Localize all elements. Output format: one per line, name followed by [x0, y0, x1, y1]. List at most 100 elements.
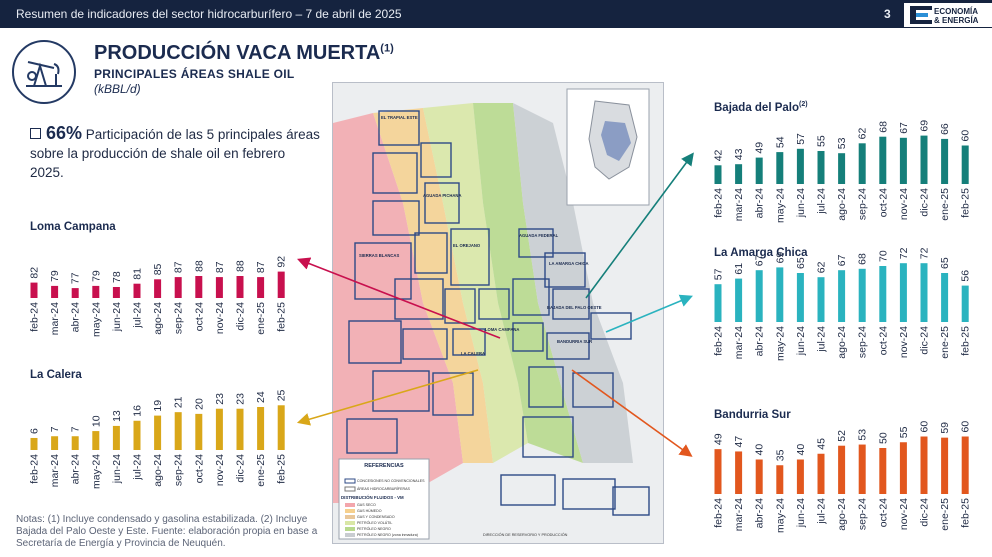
map-fluid-item: PETRÓLEO NEGRO: [357, 527, 391, 531]
bar-dic-24: [236, 408, 244, 450]
bar-mar-24: [735, 164, 743, 184]
share-percent: 66%: [46, 123, 83, 143]
bar-abr-24: [755, 270, 763, 322]
tick-label: abr-24: [70, 454, 82, 485]
data-label: 53: [857, 429, 869, 441]
bar-abr-24: [71, 436, 79, 450]
data-label: 35: [774, 449, 786, 461]
tick-label: ago-24: [836, 326, 848, 359]
tick-label: feb-25: [960, 188, 972, 218]
bar-ene-25: [941, 138, 949, 184]
bar-oct-24: [879, 136, 887, 184]
tick-label: ago-24: [836, 188, 848, 221]
unit-label: (kBBL/d): [94, 82, 141, 96]
bar-jul-24: [133, 283, 141, 298]
tick-label: ene-25: [939, 188, 951, 221]
tick-label: feb-24: [29, 302, 41, 332]
bar-feb-25: [961, 145, 969, 184]
bar-feb-24: [30, 282, 38, 298]
vaca-muerta-map: REFERENCIAS CONCESIONES NO CONVENCIONALE…: [332, 82, 664, 544]
data-label: 66: [939, 123, 951, 135]
bar-oct-24: [879, 448, 887, 494]
arrow-loma-campana: [297, 257, 501, 339]
page-number: 3: [884, 7, 891, 21]
bar-mar-24: [735, 278, 743, 322]
tick-label: mar-24: [733, 188, 745, 221]
tick-label: jun-24: [795, 326, 807, 356]
bar-sep-24: [174, 412, 182, 450]
arrow-la-amarga-chica: [605, 294, 693, 333]
data-label: 6: [29, 428, 41, 434]
chart-title-la-amarga-chica: La Amarga Chica: [714, 247, 808, 259]
chart-la-amarga-chica: 57 feb-24 61 mar-24 67 abr-24 69 may-24 65 jun-24…: [713, 247, 972, 361]
map-label: EL OREJANO: [453, 243, 481, 248]
chart-bandurria-sur: 49 feb-24 47 mar-24 40 abr-24 35 may-24 40 jun-24…: [713, 421, 972, 533]
data-label: 40: [795, 444, 807, 456]
page-subtitle: PRINCIPALES ÁREAS SHALE OIL: [94, 67, 295, 81]
data-label: 23: [214, 393, 226, 405]
bar-feb-24: [714, 165, 722, 184]
bar-jun-24: [796, 148, 804, 184]
logo-line2: & ENERGÍA: [934, 16, 979, 25]
tick-label: jul-24: [816, 498, 828, 525]
bar-sep-24: [858, 143, 866, 184]
tick-label: nov-24: [898, 188, 910, 220]
tick-label: abr-24: [70, 302, 82, 333]
checkbox-bullet-icon: [30, 128, 41, 139]
data-label: 88: [193, 260, 205, 272]
data-label: 57: [713, 268, 725, 280]
bar-ago-24: [154, 415, 162, 450]
chart-title-bajada-del-palo: Bajada del Palo(2): [714, 101, 808, 114]
bar-oct-24: [195, 276, 203, 298]
map-label: EL TRAPIAL ESTE: [381, 115, 418, 120]
tick-label: may-24: [90, 454, 102, 489]
bar-oct-24: [879, 266, 887, 322]
tick-label: nov-24: [214, 454, 226, 486]
bar-mar-24: [735, 451, 743, 494]
ministry-logo: ECONOMÍA & ENERGÍA: [904, 3, 992, 27]
bar-nov-24: [215, 277, 223, 298]
tick-label: jul-24: [132, 302, 144, 329]
bar-mar-24: [51, 436, 59, 450]
data-label: 21: [173, 396, 185, 408]
bar-nov-24: [899, 442, 907, 494]
tick-label: sep-24: [173, 302, 185, 334]
chart-loma-campana: 82 feb-24 79 mar-24 77 abr-24 79 may-24 78 jun-24…: [29, 256, 288, 337]
data-label: 70: [877, 250, 889, 262]
data-label: 24: [255, 391, 267, 403]
data-label: 60: [919, 421, 931, 433]
data-label: 49: [713, 433, 725, 445]
data-label: 23: [235, 393, 247, 405]
bar-jun-24: [796, 273, 804, 322]
header-bar: Resumen de indicadores del sector hidroc…: [0, 0, 992, 28]
tick-label: ene-25: [939, 498, 951, 531]
arrow-la-calera: [296, 369, 479, 426]
data-label: 25: [276, 389, 288, 401]
data-label: 20: [193, 398, 205, 410]
bar-may-24: [776, 267, 784, 322]
bar-ago-24: [838, 270, 846, 322]
tick-label: abr-24: [754, 326, 766, 357]
data-label: 60: [960, 421, 972, 433]
bar-nov-24: [899, 137, 907, 184]
data-label: 79: [49, 270, 61, 282]
map-legend-item: CONCESIONES NO CONVENCIONALES: [357, 479, 425, 483]
data-label: 67: [754, 254, 766, 266]
chart-bajada-del-palo: 42 feb-24 43 mar-24 49 abr-24 54 may-24 57 jun-24…: [713, 120, 972, 223]
tick-label: sep-24: [857, 326, 869, 358]
chart-title-loma-campana: Loma Campana: [30, 221, 116, 233]
map-label: LOMA CAMPANA: [485, 327, 520, 332]
tick-label: abr-24: [754, 188, 766, 219]
data-label: 62: [857, 127, 869, 139]
tick-label: jun-24: [111, 454, 123, 484]
bar-ago-24: [154, 279, 162, 298]
data-label: 52: [836, 430, 848, 442]
map-legend-title: REFERENCIAS: [364, 463, 404, 469]
bar-jul-24: [817, 277, 825, 322]
bar-jun-24: [112, 425, 120, 450]
data-label: 50: [877, 432, 889, 444]
tick-label: jun-24: [795, 498, 807, 528]
data-label: 67: [898, 122, 910, 134]
tick-label: jul-24: [816, 188, 828, 215]
bar-jun-24: [796, 459, 804, 494]
